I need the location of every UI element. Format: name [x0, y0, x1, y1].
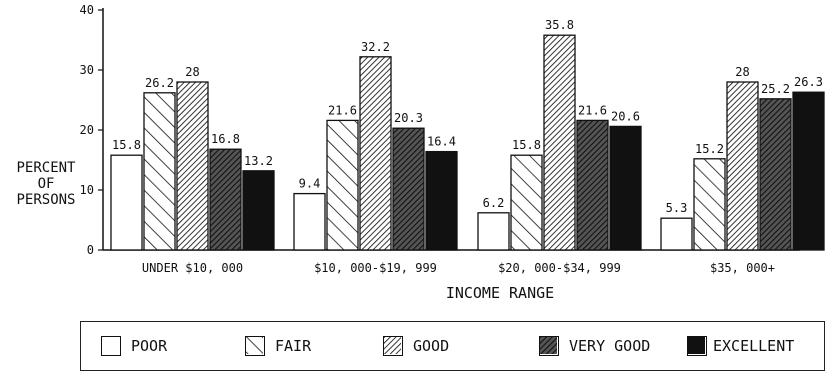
y-axis-label-line-3: PERSONS: [16, 192, 76, 208]
y-axis-label: PERCENT OF PERSONS: [4, 160, 88, 208]
bar-excellent: [609, 125, 642, 251]
legend-item-fair: FAIR: [245, 336, 311, 356]
data-label: 5.3: [666, 201, 688, 215]
x-tick-label: $35, 000+: [710, 261, 775, 275]
legend-item-good: GOOD: [383, 336, 449, 356]
y-tick-label: 20: [80, 123, 94, 137]
y-tick-label: 0: [87, 243, 94, 257]
bar-poor: [110, 154, 143, 251]
data-label: 25.2: [761, 82, 790, 96]
data-label: 20.6: [611, 109, 640, 123]
x-tick-label: $10, 000-$19, 999: [314, 261, 437, 275]
bar-excellent: [425, 150, 458, 251]
data-label: 21.6: [328, 103, 357, 117]
bar-poor: [660, 217, 693, 251]
legend-swatch-good: [383, 336, 403, 356]
data-label: 26.2: [145, 76, 174, 90]
bar-fair: [510, 154, 543, 251]
y-tick-label: 30: [80, 63, 94, 77]
legend-item-excellent: EXCELLENT: [687, 336, 794, 356]
bar-good: [359, 56, 392, 251]
data-label: 15.8: [112, 138, 141, 152]
legend-label-fair: FAIR: [275, 337, 312, 355]
data-label: 15.2: [695, 142, 724, 156]
bar-very-good: [576, 119, 609, 251]
data-label: 35.8: [545, 18, 574, 32]
legend-label-very-good: VERY GOOD: [569, 337, 651, 355]
legend-swatch-excellent: [687, 336, 707, 356]
bar-fair: [143, 92, 176, 251]
y-axis-label-line-1: PERCENT: [16, 160, 76, 176]
data-label: 15.8: [512, 138, 541, 152]
legend: POOR FAIR GOOD VERY GOOD EXCELLENT: [80, 321, 825, 371]
bar-good: [726, 81, 759, 251]
data-label: 16.4: [427, 135, 456, 149]
y-axis-label-line-2: OF: [37, 176, 55, 192]
x-tick-label: $20, 000-$34, 999: [498, 261, 621, 275]
bar-very-good: [392, 127, 425, 251]
legend-item-very-good: VERY GOOD: [539, 336, 650, 356]
bars: [110, 34, 825, 251]
legend-label-excellent: EXCELLENT: [713, 337, 795, 355]
bar-fair: [693, 158, 726, 251]
y-tick-label: 10: [80, 183, 94, 197]
x-tick-label: UNDER $10, 000: [142, 261, 243, 275]
data-label: 20.3: [394, 111, 423, 125]
bar-poor: [477, 212, 510, 251]
legend-label-poor: POOR: [131, 337, 168, 355]
bar-very-good: [759, 98, 792, 251]
bar-chart: 0 10 20 30 40 UNDER $10, 000 $10, 000-$19, 999…: [80, 3, 825, 275]
legend-label-good: GOOD: [413, 337, 450, 355]
data-label: 21.6: [578, 103, 607, 117]
legend-item-poor: POOR: [101, 336, 167, 356]
data-label: 26.3: [794, 75, 823, 89]
data-label: 13.2: [244, 154, 273, 168]
legend-swatch-very-good: [539, 336, 559, 356]
data-label: 16.8: [211, 132, 240, 146]
bar-good: [543, 34, 576, 251]
bar-good: [176, 81, 209, 251]
data-label: 6.2: [483, 196, 505, 210]
bar-excellent: [792, 91, 825, 251]
data-label: 28: [735, 65, 749, 79]
bar-fair: [326, 119, 359, 251]
bar-excellent: [242, 170, 275, 251]
legend-swatch-fair: [245, 336, 265, 356]
data-label: 28: [185, 65, 199, 79]
data-labels: 15.8 26.2 28 16.8 13.2 9.4 21.6 32.2 20.3 16.4 6.2…: [112, 18, 823, 215]
bar-very-good: [209, 148, 242, 251]
bar-poor: [293, 192, 326, 251]
x-axis-label: INCOME RANGE: [445, 284, 555, 302]
data-label: 32.2: [361, 40, 390, 54]
data-label: 9.4: [299, 177, 321, 191]
legend-swatch-poor: [101, 336, 121, 356]
y-tick-label: 40: [80, 3, 94, 17]
